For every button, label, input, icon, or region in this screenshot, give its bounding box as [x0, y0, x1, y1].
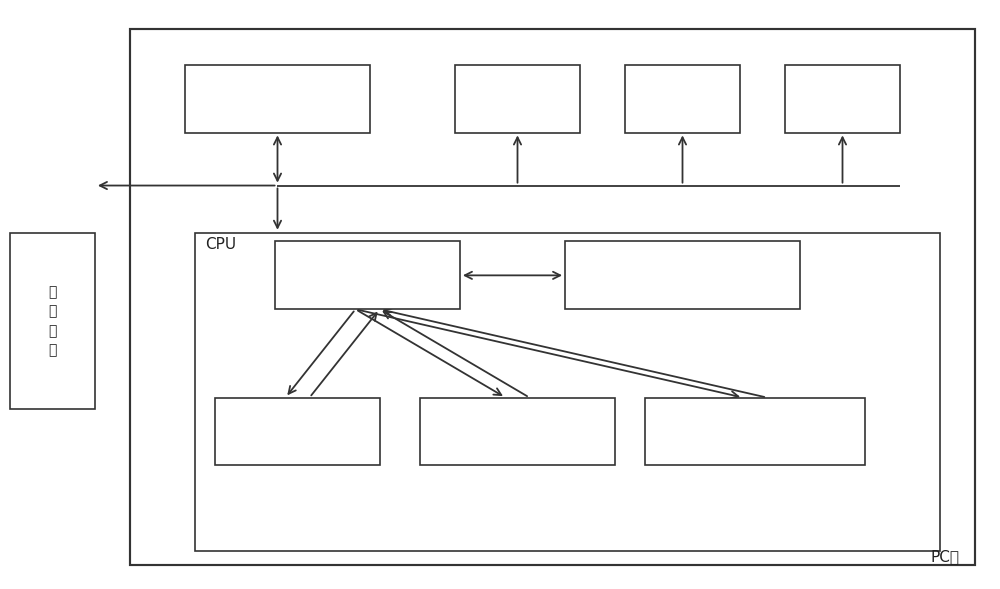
FancyBboxPatch shape [645, 398, 865, 465]
FancyBboxPatch shape [215, 398, 380, 465]
Text: 音频: 音频 [674, 92, 691, 105]
Text: 波束形成器: 波束形成器 [347, 269, 388, 282]
Text: 传
输
电
路: 传 输 电 路 [48, 284, 57, 358]
FancyBboxPatch shape [275, 241, 460, 309]
Text: 连续多普勒处理: 连续多普勒处理 [653, 269, 712, 282]
Text: 接口: 接口 [834, 92, 851, 105]
FancyBboxPatch shape [565, 241, 800, 309]
Text: 能量多普勒处理: 能量多普勒处理 [726, 425, 784, 438]
FancyBboxPatch shape [130, 29, 975, 565]
FancyBboxPatch shape [420, 398, 615, 465]
FancyBboxPatch shape [455, 65, 580, 133]
FancyBboxPatch shape [785, 65, 900, 133]
Text: CPU: CPU [205, 237, 236, 252]
FancyBboxPatch shape [195, 233, 940, 551]
Text: 彩色模式处理: 彩色模式处理 [492, 425, 543, 438]
FancyBboxPatch shape [185, 65, 370, 133]
FancyBboxPatch shape [625, 65, 740, 133]
Text: 内存: 内存 [269, 92, 286, 105]
Text: B模式处理: B模式处理 [276, 425, 319, 438]
FancyBboxPatch shape [10, 233, 95, 409]
Text: 显示: 显示 [509, 92, 526, 105]
Text: PC机: PC机 [930, 549, 960, 564]
